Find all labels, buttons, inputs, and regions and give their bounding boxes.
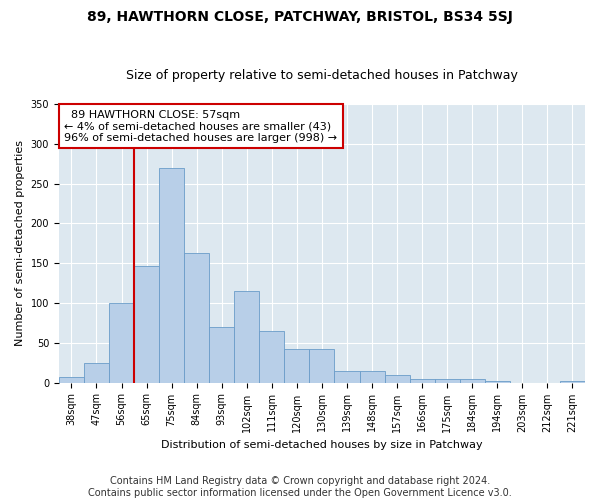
Title: Size of property relative to semi-detached houses in Patchway: Size of property relative to semi-detach… (126, 69, 518, 82)
Text: 89, HAWTHORN CLOSE, PATCHWAY, BRISTOL, BS34 5SJ: 89, HAWTHORN CLOSE, PATCHWAY, BRISTOL, B… (87, 10, 513, 24)
Bar (159, 168, 184, 382)
Bar (434, 380, 460, 382)
Bar (184, 253, 209, 382)
Bar (259, 331, 284, 382)
Bar (460, 380, 485, 382)
Bar (134, 266, 159, 382)
Bar (84, 362, 109, 382)
Bar (234, 291, 259, 382)
Bar (485, 381, 510, 382)
Bar (410, 378, 434, 382)
Bar (560, 381, 585, 382)
Bar (109, 303, 134, 382)
Bar (334, 370, 359, 382)
Bar (385, 374, 410, 382)
Text: Contains HM Land Registry data © Crown copyright and database right 2024.
Contai: Contains HM Land Registry data © Crown c… (88, 476, 512, 498)
Bar (209, 327, 234, 382)
Bar (359, 370, 385, 382)
Bar (284, 349, 310, 382)
Y-axis label: Number of semi-detached properties: Number of semi-detached properties (15, 140, 25, 346)
Bar (59, 377, 84, 382)
X-axis label: Distribution of semi-detached houses by size in Patchway: Distribution of semi-detached houses by … (161, 440, 483, 450)
Text: 89 HAWTHORN CLOSE: 57sqm  
← 4% of semi-detached houses are smaller (43)
96% of : 89 HAWTHORN CLOSE: 57sqm ← 4% of semi-de… (64, 110, 337, 143)
Bar (310, 349, 334, 382)
